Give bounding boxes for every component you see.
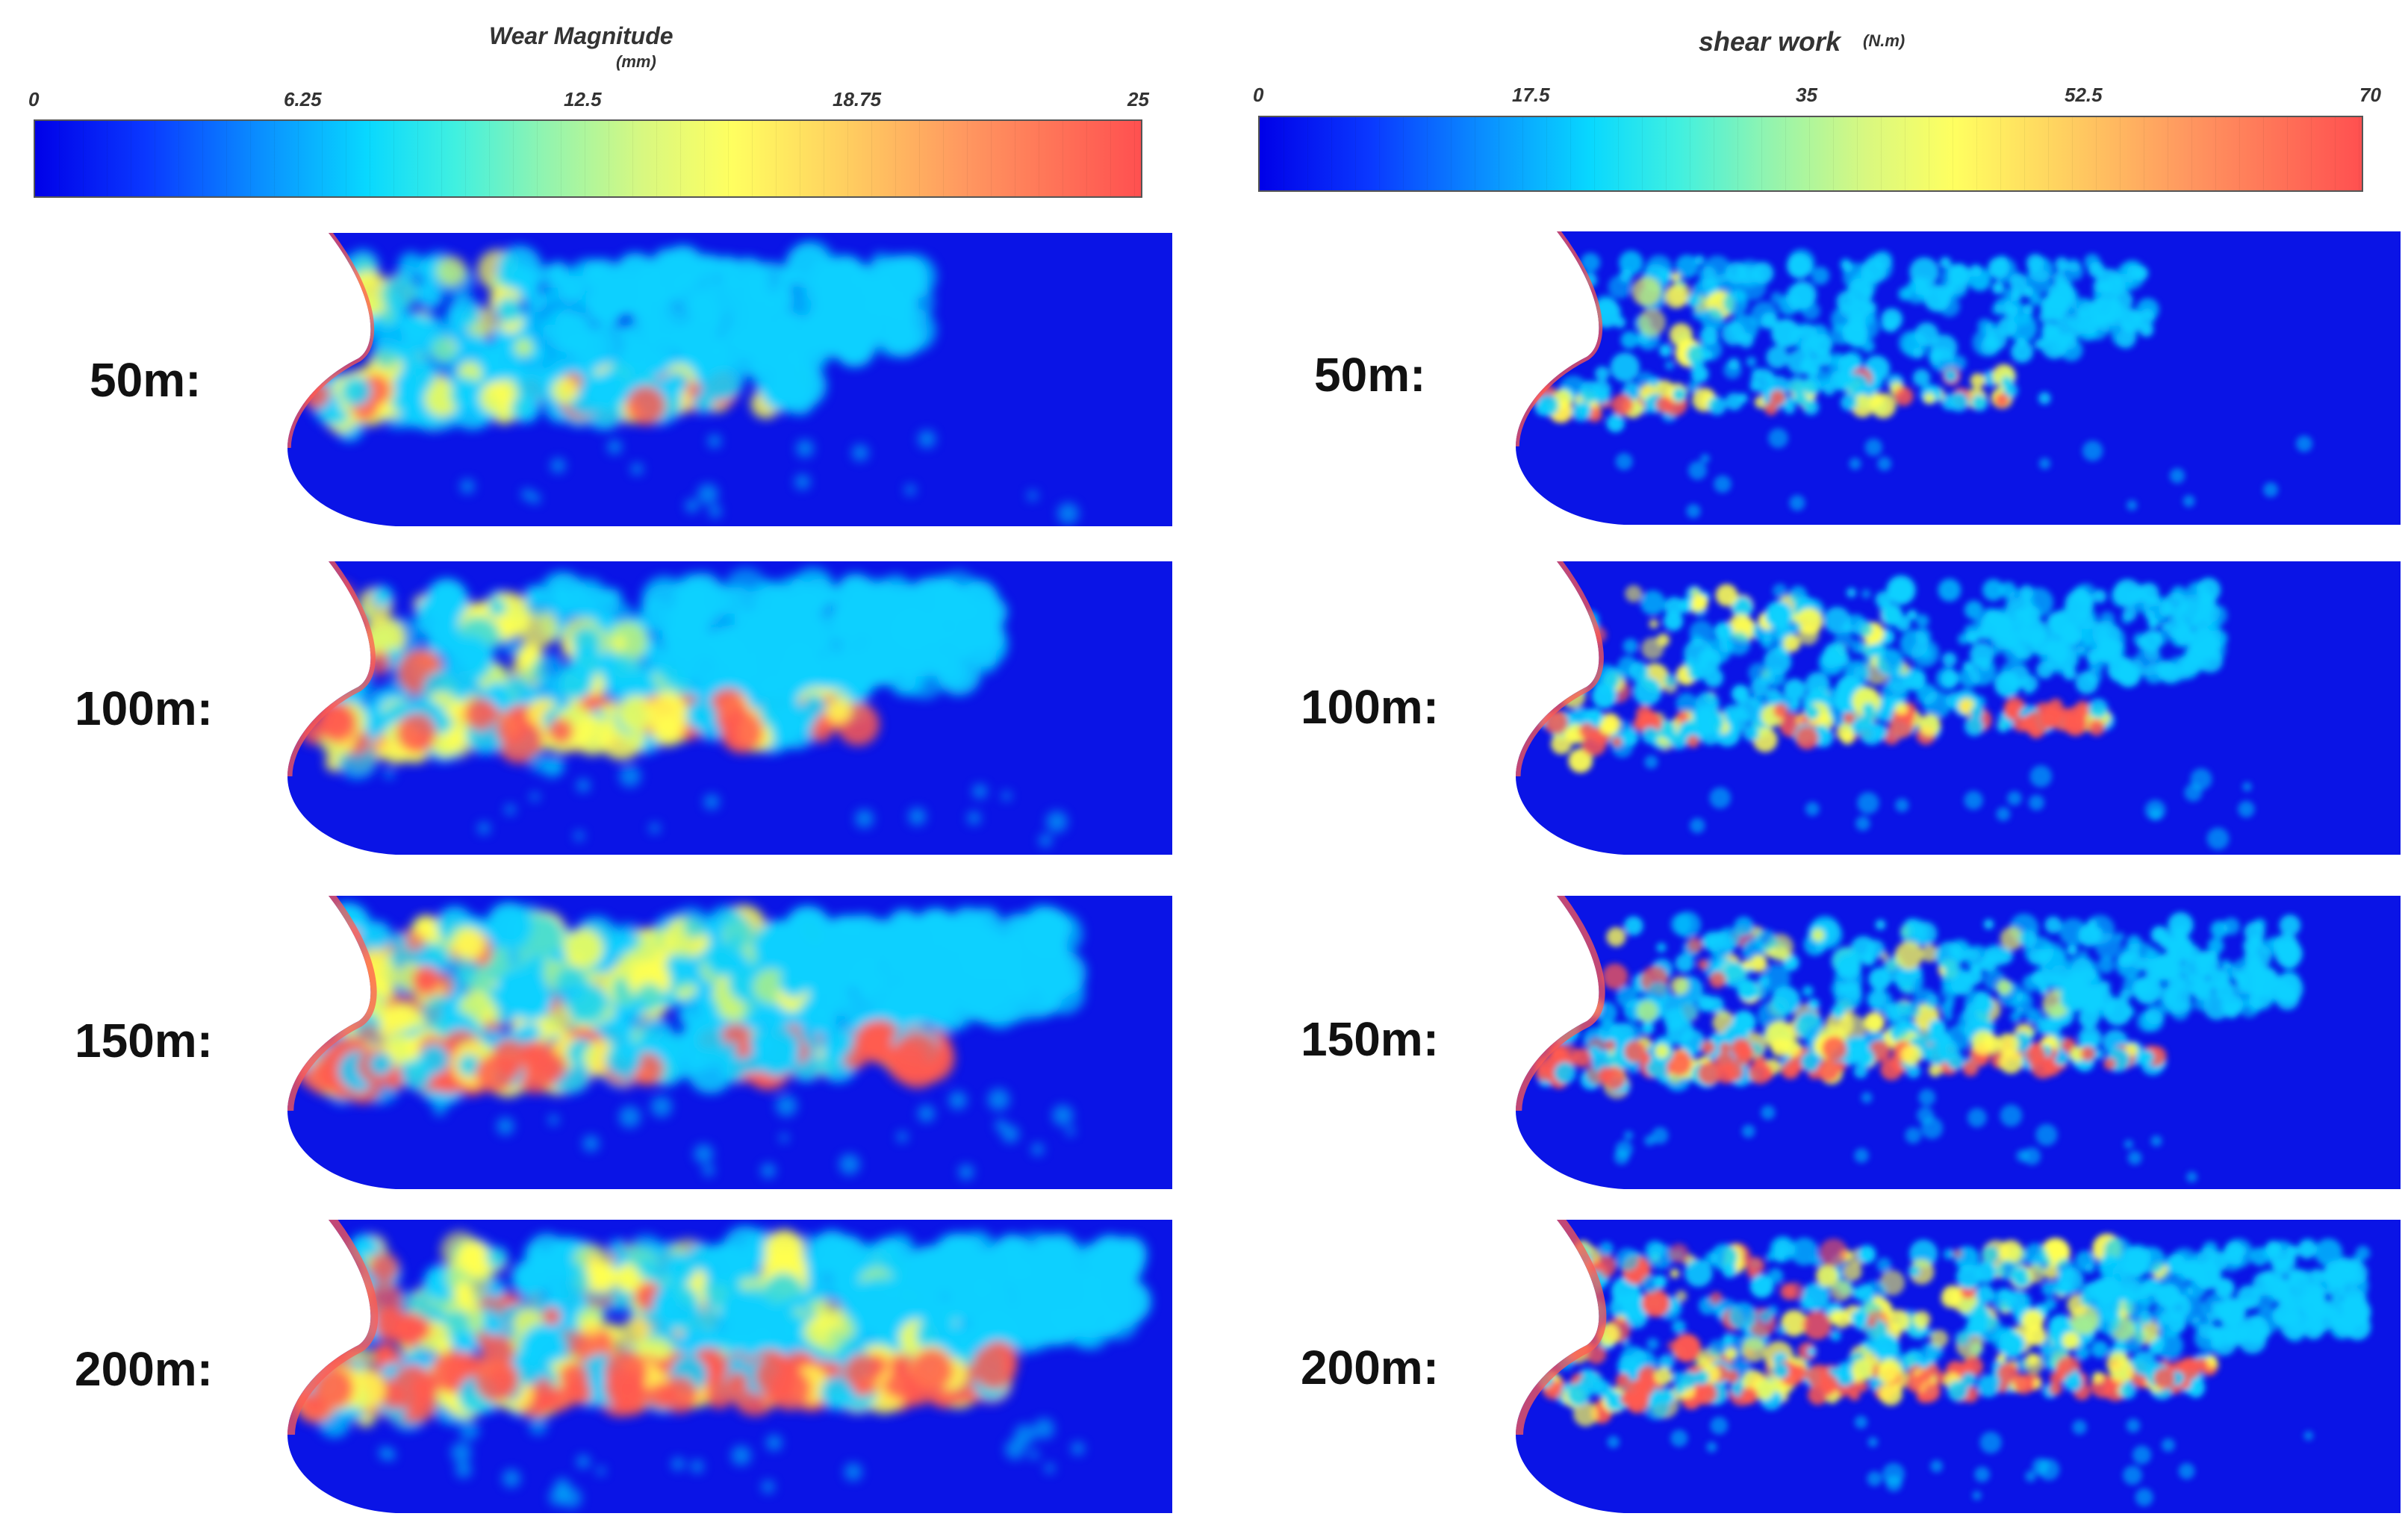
wear-map-50m [284,231,1172,526]
shear-work-map-100m [1512,560,2401,855]
right-row-label-50m: 50m: [1314,348,1426,402]
left-row-label-100m: 100m: [75,682,213,735]
right-tick-4: 70 [2359,84,2381,106]
right-tick-0: 0 [1253,84,1264,106]
wear-map-50m-svg [287,233,1172,526]
contour-blobs [301,240,1080,525]
right-row-label-200m: 200m: [1301,1341,1439,1394]
left-tick-4: 25 [1127,88,1149,110]
left-colorbar-unit: (mm) [616,52,656,71]
left-row-label-200m: 200m: [75,1342,213,1396]
contour-blobs [294,902,1086,1180]
left-tick-3: 18.75 [833,88,882,110]
left-row-label-150m: 150m: [75,1014,213,1067]
wear-map-200m-svg [287,1220,1172,1513]
shear-work-map-50m-svg [1516,231,2401,525]
wear-map-100m [284,560,1172,855]
contour-blobs [1531,249,2313,519]
left-row-label-50m: 50m: [90,353,202,407]
right-tick-2: 35 [1796,84,1817,106]
contour-blobs [1534,911,2303,1182]
right-colorbar-gradient [1258,116,2363,192]
shear-work-map-200m [1512,1218,2401,1513]
left-tick-2: 12.5 [564,88,602,110]
shear-work-map-100m-svg [1516,561,2401,855]
contour-blobs [1535,575,2255,850]
shear-work-map-150m-svg [1516,896,2401,1189]
shear-work-map-200m-svg [1516,1220,2401,1513]
right-colorbar-ticks: 0 17.5 35 52.5 70 [1247,84,2382,109]
left-tick-0: 0 [28,88,40,110]
left-colorbar-title: Wear Magnitude [489,22,673,49]
left-tick-1: 6.25 [284,88,322,110]
shear-work-map-150m [1512,894,2401,1189]
right-tick-3: 52.5 [2065,84,2103,106]
right-row-label-100m: 100m: [1301,680,1439,734]
wear-map-200m [284,1218,1172,1513]
right-tick-1: 17.5 [1512,84,1550,106]
right-colorbar-title: shear work [1699,26,1841,57]
wear-map-150m [284,894,1172,1189]
left-colorbar-ticks: 0 6.25 12.5 18.75 25 [22,88,1157,113]
wear-map-150m-svg [287,896,1172,1189]
contour-blobs [301,567,1068,847]
right-colorbar-unit: (N.m) [1863,31,1905,50]
shear-work-map-50m [1512,230,2401,525]
left-colorbar-gradient [34,119,1142,198]
wear-map-100m-svg [287,561,1172,855]
right-row-label-150m: 150m: [1301,1012,1439,1066]
